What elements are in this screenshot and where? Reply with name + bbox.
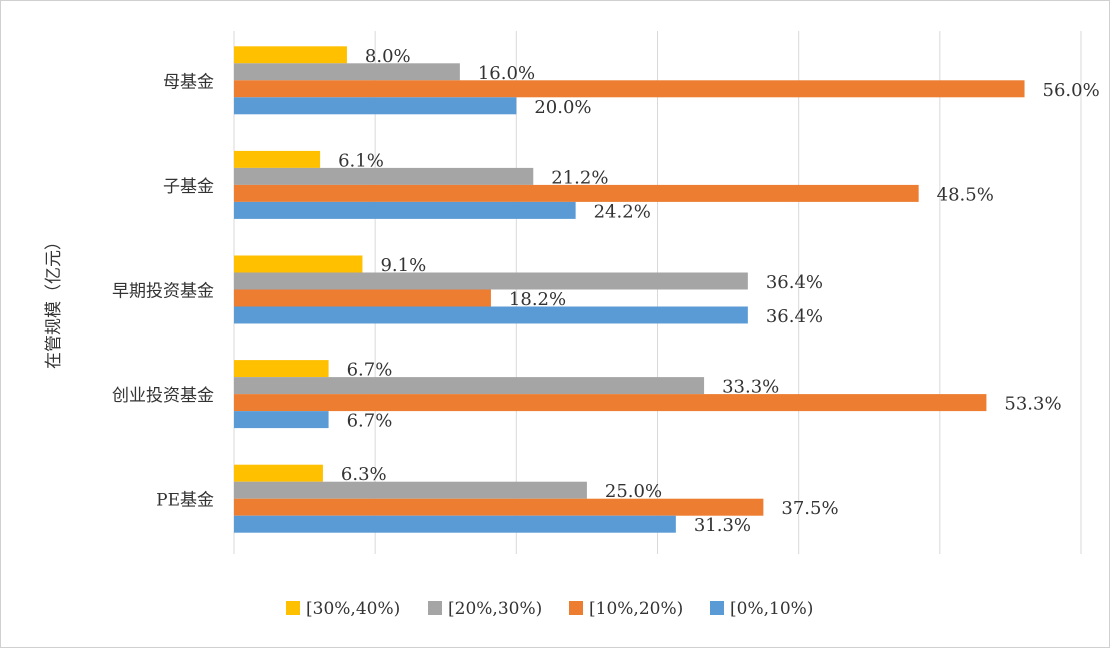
bar <box>234 150 321 168</box>
legend-swatch <box>428 601 442 615</box>
bar <box>234 377 705 395</box>
bar <box>234 515 676 533</box>
category-label: 子基金 <box>163 177 214 197</box>
legend-swatch <box>710 601 724 615</box>
category-label: 早期投资基金 <box>112 282 214 302</box>
data-label: 25.0% <box>605 481 662 502</box>
data-labels: 8.0% 16.0% 56.0% 20.0% 6.1% 21.2% 48.5% 24.2% 9.… <box>338 46 1100 536</box>
data-label: 33.3% <box>722 377 779 398</box>
legend-label: [10%,20%) <box>589 599 683 619</box>
legend-swatch <box>286 601 300 615</box>
data-label: 6.7% <box>347 360 393 381</box>
bar <box>234 167 534 185</box>
bars <box>234 46 1025 533</box>
legend-swatch <box>569 601 583 615</box>
bar <box>234 63 460 81</box>
category-label: 创业投资基金 <box>112 386 214 406</box>
data-label: 6.7% <box>347 411 393 432</box>
data-label: 20.0% <box>534 97 591 118</box>
data-label: 21.2% <box>551 167 608 188</box>
data-label: 6.1% <box>338 150 384 171</box>
data-label: 36.4% <box>766 272 823 293</box>
data-label: 6.3% <box>341 464 387 485</box>
bar <box>234 97 517 115</box>
bar <box>234 201 576 219</box>
data-label: 9.1% <box>380 255 426 276</box>
bar <box>234 360 329 378</box>
data-label: 18.2% <box>509 289 566 310</box>
bar <box>234 289 491 307</box>
data-label: 56.0% <box>1043 80 1100 101</box>
bar <box>234 272 748 290</box>
category-label: PE基金 <box>156 491 214 511</box>
bar <box>234 464 323 482</box>
legend-label: [30%,40%) <box>306 599 400 619</box>
category-label: 母基金 <box>163 72 214 92</box>
legend-label: [20%,30%) <box>448 599 542 619</box>
bar <box>234 80 1025 98</box>
data-label: 53.3% <box>1004 394 1061 415</box>
data-label: 8.0% <box>365 46 411 67</box>
bar <box>234 184 919 202</box>
bar <box>234 481 587 499</box>
data-label: 36.4% <box>766 306 823 327</box>
bar <box>234 498 764 516</box>
bar <box>234 306 748 324</box>
bar <box>234 46 347 64</box>
data-label: 16.0% <box>478 63 535 84</box>
legend: [30%,40%) [20%,30%) [10%,20%) [0%,10%) <box>286 599 813 619</box>
gridlines <box>233 31 1082 554</box>
y-axis-title: 在管规模（亿元） <box>44 233 64 369</box>
bar <box>234 411 329 429</box>
bar <box>234 255 363 273</box>
data-label: 24.2% <box>594 201 651 222</box>
data-label: 31.3% <box>694 515 751 536</box>
bar <box>234 394 987 412</box>
data-label: 37.5% <box>781 498 838 519</box>
data-label: 48.5% <box>937 184 994 205</box>
legend-label: [0%,10%) <box>730 599 813 619</box>
